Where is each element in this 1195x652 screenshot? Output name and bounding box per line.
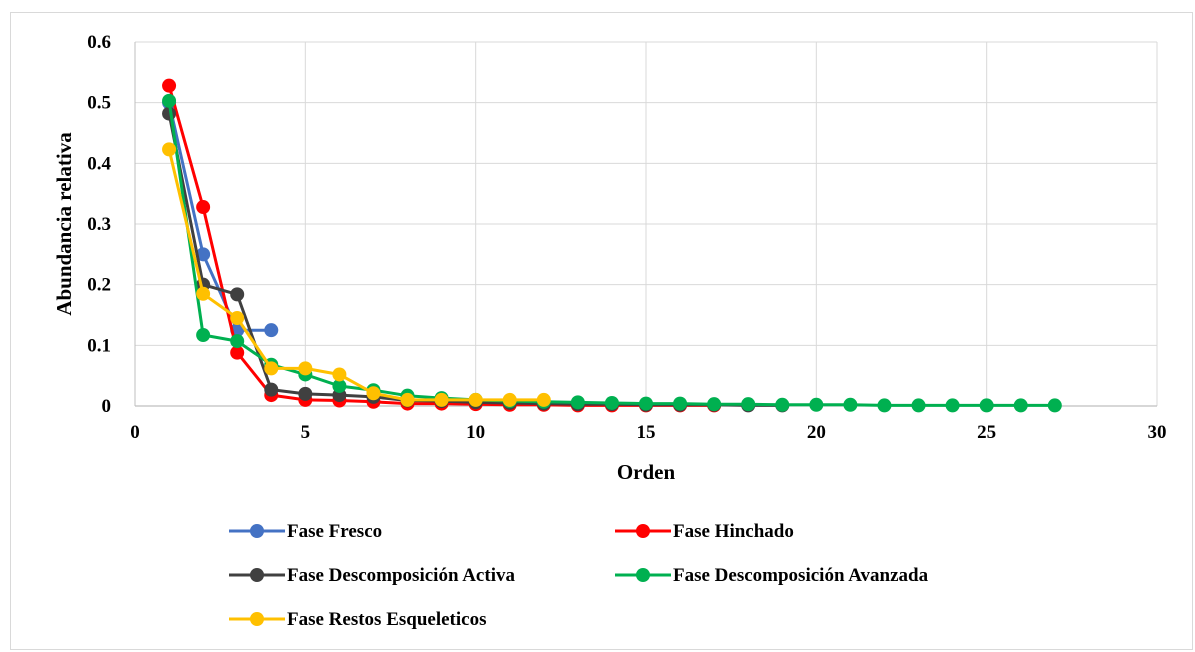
data-point: [536, 392, 551, 407]
legend-marker: [250, 568, 264, 582]
x-tick-label: 5: [301, 422, 311, 443]
data-point: [877, 398, 892, 413]
legend-item: Fase Descomposición Activa: [229, 565, 515, 586]
legend-marker: [250, 524, 264, 538]
legend-item: Fase Hinchado: [615, 521, 794, 542]
data-point: [979, 398, 994, 413]
legend-marker: [250, 612, 264, 626]
data-point: [843, 397, 858, 412]
data-point: [809, 397, 824, 412]
data-point: [468, 392, 483, 407]
data-point: [196, 247, 211, 262]
legend-marker: [636, 568, 650, 582]
line-chart: 0 0.1 0.2 0.3 0.4 0.5 0.6 0 5 10 15 20 25 30 Orden Abun…: [52, 32, 1167, 630]
y-tick-label: 0.6: [87, 32, 111, 53]
data-point: [230, 311, 245, 326]
data-point: [332, 367, 347, 382]
x-tick-label: 10: [466, 422, 485, 443]
legend-label: Fase Fresco: [287, 521, 382, 542]
data-point: [264, 361, 279, 376]
data-point: [196, 286, 211, 301]
series-2: [162, 78, 722, 413]
x-axis-title: Orden: [617, 460, 676, 484]
legend-item: Fase Restos Esqueleticos: [229, 609, 486, 630]
legend-label: Fase Descomposición Activa: [287, 565, 515, 586]
data-point: [366, 386, 381, 401]
legend-item: Fase Descomposición Avanzada: [615, 565, 929, 586]
data-point: [707, 397, 722, 412]
data-point: [1047, 398, 1062, 413]
data-point: [264, 382, 279, 397]
y-tick-label: 0.1: [87, 335, 111, 356]
gridlines: [135, 41, 1158, 406]
data-point: [1013, 398, 1028, 413]
series-line: [167, 149, 544, 402]
data-point: [400, 392, 415, 407]
data-point: [434, 392, 449, 407]
data-point: [264, 323, 279, 338]
chart-frame: 0 0.1 0.2 0.3 0.4 0.5 0.6 0 5 10 15 20 25 30 Orden Abun…: [10, 12, 1193, 650]
data-point: [162, 78, 177, 93]
legend-marker: [636, 524, 650, 538]
data-point: [570, 395, 585, 410]
series-line: [167, 102, 272, 332]
data-point: [911, 398, 926, 413]
y-tick-label: 0.3: [87, 214, 111, 235]
legend-item: Fase Fresco: [229, 521, 382, 542]
x-tick-label: 25: [977, 422, 996, 443]
legend-label: Fase Hinchado: [673, 521, 794, 542]
data-point: [502, 392, 517, 407]
legend-label: Fase Descomposición Avanzada: [673, 565, 929, 586]
x-tick-label: 15: [637, 422, 656, 443]
data-point: [604, 395, 619, 410]
data-point: [230, 345, 245, 360]
legend: Fase Fresco Fase Hinchado Fase Descomposic…: [229, 521, 929, 630]
data-point: [673, 396, 688, 411]
data-point: [775, 397, 790, 412]
y-tick-label: 0.2: [87, 275, 111, 296]
series-line: [167, 100, 1055, 407]
data-point: [298, 386, 313, 401]
data-point: [162, 93, 177, 108]
series-1: [162, 95, 279, 338]
x-tick-label: 20: [807, 422, 826, 443]
data-point: [639, 396, 653, 411]
legend-label: Fase Restos Esqueleticos: [287, 609, 486, 630]
y-tick-label: 0.5: [87, 93, 111, 114]
x-tick-label: 30: [1148, 422, 1167, 443]
y-tick-label: 0: [102, 396, 112, 417]
series-4: [162, 93, 1062, 413]
y-axis-title: Abundancia relativa: [52, 132, 76, 316]
data-point: [332, 378, 347, 393]
data-point: [741, 397, 756, 412]
data-point: [162, 142, 177, 157]
data-point: [230, 334, 245, 349]
x-tick-label: 0: [130, 422, 140, 443]
data-point: [196, 328, 211, 343]
data-point: [230, 287, 245, 302]
series-line: [167, 85, 715, 407]
y-tick-label: 0.4: [87, 153, 111, 174]
data-point: [298, 361, 313, 376]
data-point: [196, 200, 211, 215]
series-5: [162, 142, 551, 407]
data-point: [945, 398, 960, 413]
